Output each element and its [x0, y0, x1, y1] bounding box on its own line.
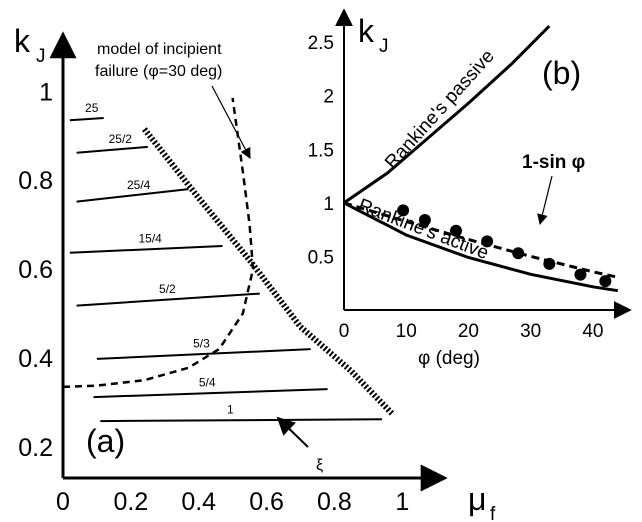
panel-b-series-2	[343, 201, 619, 293]
xi-annotation: ξ	[316, 457, 323, 474]
panel-b-y-tick-2: 1.5	[308, 140, 334, 161]
xi-label-1: 25	[85, 101, 99, 115]
panel-b-label: (b)	[542, 55, 581, 91]
xi-label-3: 25/4	[127, 178, 151, 192]
xi-line-8	[100, 418, 382, 423]
one-minus-sin-label: 1-sin φ	[522, 152, 585, 173]
active-label: Rankine's active	[355, 195, 491, 264]
xi-line-5	[76, 292, 260, 307]
panel-b-ylabel-main: k	[358, 13, 375, 49]
panel-a-x-tick-3: 0.6	[249, 488, 284, 516]
panel-b-point-8	[599, 275, 612, 288]
panel-b-y-tick-3: 2	[323, 87, 334, 108]
panel-b-x-tick-3: 30	[520, 321, 541, 342]
panel-b-x-tick-0: 0	[339, 321, 350, 342]
panel-b-point-2	[418, 214, 431, 226]
panel-b-point-4	[481, 235, 494, 248]
panel-b-xlabel: φ (deg)	[418, 348, 480, 369]
panel-a-xlabel-sub: f	[490, 504, 496, 522]
panel-a-x-tick-0: 0	[56, 488, 70, 516]
panel-a-y-tick-1: 0.8	[18, 167, 53, 195]
xi-line-7	[93, 388, 328, 399]
panel-a-label: (a)	[86, 423, 125, 459]
xi-line-1	[69, 117, 104, 122]
panel-a-ylabel-sub: J	[36, 46, 46, 67]
panel-b-x-tick-2: 20	[458, 321, 479, 342]
panel-a-y-tick-2: 0.6	[18, 256, 53, 284]
xi-label-2: 25/2	[109, 132, 133, 146]
panel-b-y-tick-1: 1	[323, 194, 334, 215]
model-annotation-line2: failure (φ=30 deg)	[95, 63, 222, 80]
panel-b: 0 10 20 30 40 0.5 1 1.5 2 2.5 k J φ (deg) (b) Ran…	[308, 8, 632, 369]
panel-b-x-tick-4: 40	[582, 321, 603, 342]
xi-label-5: 5/2	[159, 282, 176, 296]
panel-b-series-1	[343, 25, 551, 205]
xi-line-4	[69, 245, 223, 254]
xi-annotation-arrow	[276, 416, 309, 448]
panel-a-x-tick-5: 1	[395, 488, 409, 516]
passive-label: Rankine's passive	[381, 46, 499, 173]
incipient-failure-curve	[62, 97, 255, 389]
panel-a-xlabel-main: μ	[468, 481, 486, 517]
panel-a-y-tick-0: 1	[39, 78, 53, 106]
panel-b-x-tick-1: 10	[396, 321, 417, 342]
panel-a-x-tick-2: 0.4	[181, 488, 216, 516]
panel-b-point-1	[397, 204, 410, 217]
panel-b-point-6	[543, 257, 556, 270]
panel-b-point-3	[450, 224, 462, 237]
xi-line-6	[96, 348, 311, 360]
xi-label-8: 1	[227, 402, 234, 416]
panel-b-point-7	[574, 268, 587, 281]
xi-label-7: 5/4	[199, 376, 216, 390]
panel-b-y-tick-0: 0.5	[308, 247, 334, 268]
panel-a: 0 0.2 0.4 0.6 0.8 110.80.60.40.2 2525/225/415…	[14, 23, 496, 522]
panel-b-y-tick-4: 2.5	[308, 33, 334, 54]
xi-label-6: 5/3	[193, 336, 210, 350]
xi-line-2	[76, 145, 148, 154]
panel-a-x-tick-1: 0.2	[113, 488, 148, 516]
critical-curve	[142, 127, 395, 416]
panel-a-y-tick-3: 0.4	[18, 345, 53, 373]
model-annotation-line1: model of incipient	[97, 41, 222, 58]
panel-b-ylabel-sub: J	[379, 36, 389, 57]
one-minus-sin-arrow	[537, 175, 553, 226]
xi-label-4: 15/4	[138, 232, 162, 246]
panel-a-x-tick-4: 0.8	[317, 488, 352, 516]
panel-b-point-5	[512, 247, 525, 260]
xi-line-3	[76, 188, 189, 203]
panel-a-ylabel-main: k	[14, 23, 31, 59]
panel-a-y-tick-4: 0.2	[18, 434, 53, 462]
model-annotation-arrow	[211, 85, 251, 159]
panel-b-series-3	[343, 201, 619, 279]
